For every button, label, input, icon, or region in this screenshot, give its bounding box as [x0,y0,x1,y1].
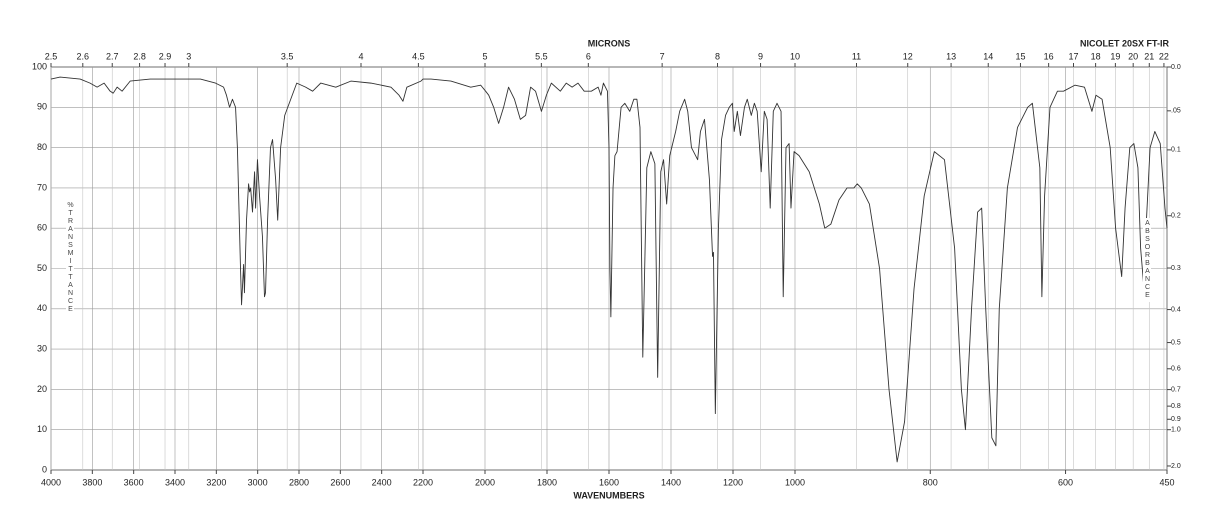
x-tick-label: 1200 [723,477,743,487]
x2-tick-label: 2.9 [159,51,172,61]
x2-tick-label: 2.5 [45,51,58,61]
instrument-label: NICOLET 20SX FT-IR [1080,38,1170,48]
y2-tick-label: 0.3 [1171,265,1181,272]
y-tick-label: 0 [42,464,47,474]
x-tick-label: 1600 [599,477,619,487]
x-tick-label: 600 [1058,477,1073,487]
x2-tick-label: 3.5 [281,51,294,61]
y-tick-label: 70 [37,182,47,192]
y2-axis-label: ABSORBANCE [1143,218,1151,302]
x-tick-label: 1400 [661,477,681,487]
x-tick-label: 1000 [785,477,805,487]
x-tick-label: 4000 [41,477,61,487]
y2-tick-label: 0.6 [1171,366,1181,373]
y2-tick-label: 1.0 [1171,427,1181,434]
x-tick-label: 2000 [475,477,495,487]
x2-tick-label: 4.5 [412,51,425,61]
x-tick-label: 450 [1159,477,1174,487]
x-tick-label: 2800 [289,477,309,487]
x-tick-label: 3200 [206,477,226,487]
x-axis-label: WAVENUMBERS [573,490,644,500]
y-tick-label: 90 [37,102,47,112]
x-tick-label: 2600 [330,477,350,487]
x2-tick-label: 16 [1044,51,1054,61]
x2-tick-label: 15 [1015,51,1025,61]
x2-tick-label: 14 [983,51,993,61]
x-tick-label: 3600 [124,477,144,487]
y2-tick-label: 0.2 [1171,213,1181,220]
y-tick-label: 10 [37,424,47,434]
x2-tick-label: 17 [1068,51,1078,61]
y2-tick-label: 0.1 [1171,147,1181,154]
x2-tick-label: 20 [1128,51,1138,61]
x2-tick-label: 2.7 [106,51,119,61]
x2-tick-label: 19 [1110,51,1120,61]
y2-tick-label: 0.9 [1171,416,1181,423]
x-tick-label: 2400 [372,477,392,487]
x-tick-label: 800 [923,477,938,487]
y-tick-label: 20 [37,384,47,394]
x-tick-label: 3000 [248,477,268,487]
y-tick-label: 80 [37,142,47,152]
y-tick-label: 50 [37,263,47,273]
x2-tick-label: 2.6 [77,51,90,61]
y2-tick-label: 0.7 [1171,386,1181,393]
x2-tick-label: 11 [852,51,861,61]
y2-tick-label: 2.0 [1171,463,1181,470]
x2-tick-label: 18 [1091,51,1101,61]
x2-tick-label: 22 [1159,51,1169,61]
x2-tick-label: 3 [186,51,191,61]
chart-title: MICRONS [588,38,631,48]
x-tick-label: 3400 [165,477,185,487]
x2-tick-label: 7 [660,51,665,61]
spectrum-line [50,76,1168,463]
y-tick-label: 100 [32,61,47,71]
x2-tick-label: 12 [903,51,913,61]
x2-tick-label: 13 [946,51,956,61]
x2-tick-label: 4 [358,51,363,61]
y-tick-label: 30 [37,343,47,353]
y2-tick-label: 0.0 [1171,64,1181,71]
x2-tick-label: 10 [790,51,800,61]
x-tick-label: 2200 [413,477,433,487]
y2-tick-label: 0.4 [1171,306,1181,313]
x2-tick-label: 5 [482,51,487,61]
x2-tick-label: 21 [1144,51,1154,61]
y2-tick-label: .05 [1171,108,1181,115]
y2-tick-label: 0.8 [1171,403,1181,410]
y-tick-label: 60 [37,223,47,233]
x2-tick-label: 6 [586,51,591,61]
x-tick-label: 1800 [537,477,557,487]
x2-tick-label: 2.8 [133,51,146,61]
y-axis-label: %TRANSMITTANCE [66,200,74,316]
x2-tick-label: 9 [758,51,763,61]
y-tick-label: 40 [37,303,47,313]
y2-tick-label: 0.5 [1171,339,1181,346]
x2-tick-label: 8 [715,51,720,61]
x2-tick-label: 5.5 [535,51,548,61]
x-tick-label: 3800 [82,477,102,487]
